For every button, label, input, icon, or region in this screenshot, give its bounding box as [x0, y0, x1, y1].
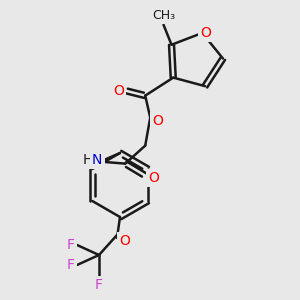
Text: H: H: [83, 153, 93, 166]
Text: N: N: [92, 153, 102, 166]
Text: O: O: [148, 171, 159, 184]
Text: O: O: [113, 84, 124, 98]
Text: F: F: [67, 258, 75, 272]
Text: O: O: [200, 26, 211, 40]
Text: CH₃: CH₃: [152, 9, 175, 22]
Text: O: O: [152, 114, 163, 128]
Text: F: F: [95, 278, 103, 292]
Text: O: O: [120, 234, 130, 248]
Text: F: F: [67, 238, 75, 252]
